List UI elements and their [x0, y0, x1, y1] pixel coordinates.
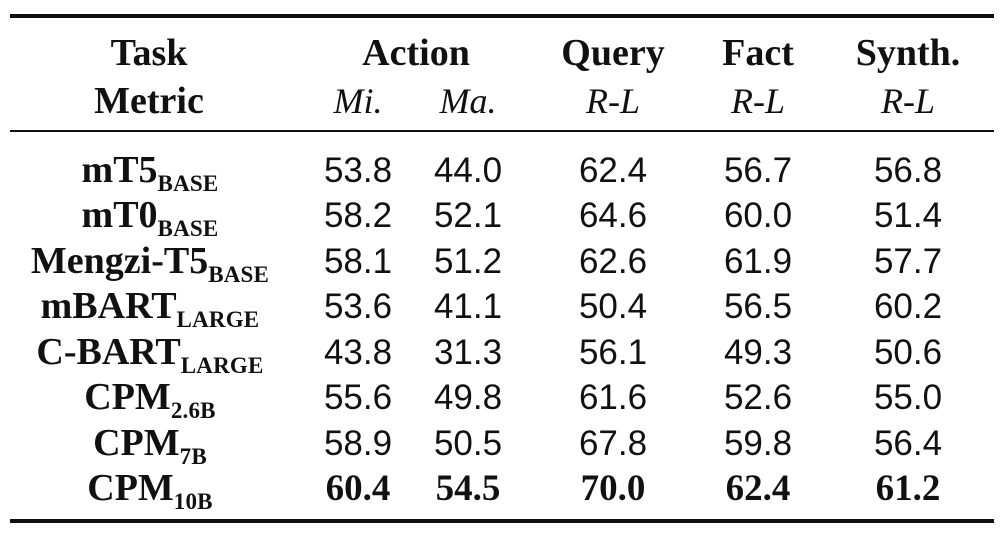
model-label: CPM2.6B [84, 376, 216, 423]
cell-synth: 57.7 [873, 242, 943, 281]
cell-synth: 51.4 [873, 196, 943, 235]
cell-mi: 53.8 [323, 151, 393, 190]
model-label: mBARTLARGE [40, 285, 260, 332]
cell-synth: 55.0 [873, 378, 943, 417]
header-fact: Fact [722, 32, 794, 74]
metric-mi: Mi. [333, 81, 383, 121]
cell-ma: 41.1 [433, 287, 503, 326]
cell-query: 56.1 [578, 333, 648, 372]
cell-synth: 50.6 [873, 333, 943, 372]
model-label: Mengzi-T5BASE [30, 240, 270, 287]
model-label: CPM7B [93, 422, 207, 469]
cell-ma: 44.0 [433, 151, 503, 190]
cell-fact: 49.3 [723, 333, 793, 372]
header-metric: Metric [94, 80, 204, 122]
cell-query: 50.4 [578, 287, 648, 326]
cell-ma-best: 54.5 [435, 468, 501, 509]
cell-synth: 56.4 [873, 424, 943, 463]
cell-mi: 58.2 [323, 196, 393, 235]
table-top-rule [10, 14, 994, 18]
header-query: Query [561, 32, 665, 74]
metric-fact-rl: R-L [731, 81, 785, 121]
header-action: Action [362, 32, 470, 74]
cell-fact: 52.6 [723, 378, 793, 417]
cell-ma: 49.8 [433, 378, 503, 417]
metric-synth-rl: R-L [881, 81, 935, 121]
cell-query-best: 70.0 [580, 468, 646, 509]
cell-fact: 59.8 [723, 424, 793, 463]
cell-ma: 31.3 [433, 333, 503, 372]
header-task: Task [110, 32, 188, 74]
model-label: mT5BASE [81, 149, 219, 196]
model-label: mT0BASE [81, 194, 219, 241]
cell-query: 62.6 [578, 242, 648, 281]
cell-fact: 56.5 [723, 287, 793, 326]
cell-fact: 60.0 [723, 196, 793, 235]
cell-query: 61.6 [578, 378, 648, 417]
model-label: C-BARTLARGE [36, 331, 264, 378]
cell-synth-best: 61.2 [875, 468, 941, 509]
cell-query: 67.8 [578, 424, 648, 463]
cell-ma: 50.5 [433, 424, 503, 463]
cell-mi: 43.8 [323, 333, 393, 372]
cell-query: 62.4 [578, 151, 648, 190]
header-synth: Synth. [855, 32, 961, 74]
cell-mi: 58.1 [323, 242, 393, 281]
cell-synth: 56.8 [873, 151, 943, 190]
metric-query-rl: R-L [586, 81, 640, 121]
table-bottom-rule [10, 519, 994, 523]
cell-synth: 60.2 [873, 287, 943, 326]
cell-fact: 61.9 [723, 242, 793, 281]
cell-ma: 51.2 [433, 242, 503, 281]
cell-query: 64.6 [578, 196, 648, 235]
cell-fact: 56.7 [723, 151, 793, 190]
cell-mi-best: 60.4 [325, 468, 391, 509]
table-header-rule [10, 130, 994, 132]
cell-fact-best: 62.4 [725, 468, 791, 509]
metric-ma: Ma. [439, 81, 497, 121]
cell-mi: 58.9 [323, 424, 393, 463]
cell-mi: 53.6 [323, 287, 393, 326]
cell-mi: 55.6 [323, 378, 393, 417]
model-label: CPM10B [87, 467, 213, 514]
cell-ma: 52.1 [433, 196, 503, 235]
